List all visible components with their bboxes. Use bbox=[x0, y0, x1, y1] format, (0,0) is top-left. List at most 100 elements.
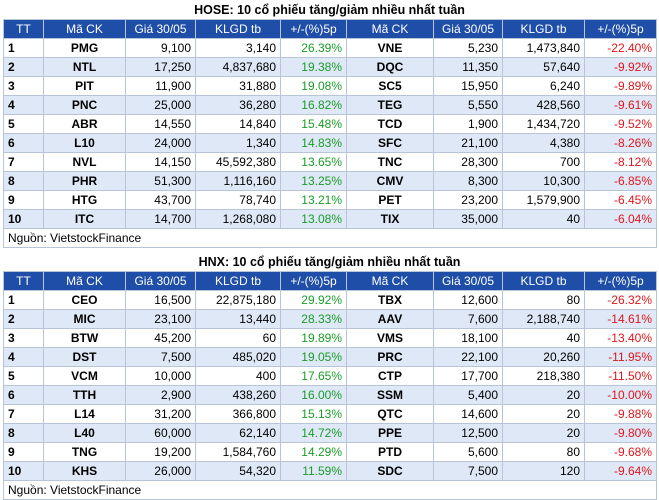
gainer-volume-cell: 3,140 bbox=[195, 38, 281, 58]
table-row: 2 NTL 17,250 4,837,680 19.38% DQC 11,350 57,640… bbox=[3, 57, 657, 77]
rank-cell: 1 bbox=[3, 38, 44, 58]
gainer-code-cell: NTL bbox=[43, 57, 126, 77]
gainer-price-cell: 31,200 bbox=[125, 404, 196, 424]
rank-cell: 7 bbox=[3, 152, 44, 172]
gainer-change-cell: 28.33% bbox=[280, 309, 347, 329]
loser-volume-cell: 80 bbox=[502, 442, 585, 462]
loser-price-cell: 28,300 bbox=[433, 152, 503, 172]
loser-price-cell: 23,200 bbox=[433, 190, 503, 210]
gainer-price-cell: 23,100 bbox=[125, 309, 196, 329]
gainer-code-cell: TNG bbox=[43, 442, 126, 462]
column-header: TT bbox=[3, 19, 44, 39]
column-header: Mã CK bbox=[43, 19, 126, 39]
hose-table-body: 1 PMG 9,100 3,140 26.39% VNE 5,230 1,473,840 -22… bbox=[3, 38, 657, 248]
loser-volume-cell: 20,260 bbox=[502, 347, 585, 367]
source-note: Nguồn: VietstockFinance bbox=[3, 480, 657, 500]
loser-change-cell: -6.85% bbox=[584, 171, 657, 191]
column-header: Giá 30/05 bbox=[125, 271, 196, 291]
loser-change-cell: -8.26% bbox=[584, 133, 657, 153]
loser-code-cell: CMV bbox=[346, 171, 434, 191]
column-header: Giá 30/05 bbox=[433, 271, 503, 291]
hose-title: HOSE: 10 cổ phiếu tăng/giảm nhiều nhất t… bbox=[194, 3, 465, 17]
header-row: TT Mã CK Giá 30/05 KLGD tb +/-(%)5p Mã CK Giá … bbox=[3, 271, 657, 291]
gainer-change-cell: 19.08% bbox=[280, 76, 347, 96]
table-row: 7 NVL 14,150 45,592,380 13.65% TNC 28,300 700 -8… bbox=[3, 152, 657, 172]
gainer-code-cell: KHS bbox=[43, 461, 126, 481]
loser-price-cell: 7,600 bbox=[433, 309, 503, 329]
gainer-code-cell: L10 bbox=[43, 133, 126, 153]
table-row: 3 BTW 45,200 60 19.89% VMS 18,100 40 -13.40% bbox=[3, 328, 657, 348]
gainer-code-cell: CEO bbox=[43, 290, 126, 310]
table-row: 10 KHS 26,000 54,320 11.59% SDC 7,500 120 -9.64% bbox=[3, 461, 657, 481]
gainer-code-cell: L14 bbox=[43, 404, 126, 424]
gainer-change-cell: 13.21% bbox=[280, 190, 347, 210]
gainer-price-cell: 14,550 bbox=[125, 114, 196, 134]
gainer-change-cell: 16.00% bbox=[280, 385, 347, 405]
rank-cell: 3 bbox=[3, 76, 44, 96]
loser-volume-cell: 120 bbox=[502, 461, 585, 481]
loser-price-cell: 12,500 bbox=[433, 423, 503, 443]
gainer-volume-cell: 31,880 bbox=[195, 76, 281, 96]
column-header: +/-(%)5p bbox=[280, 271, 347, 291]
loser-change-cell: -13.40% bbox=[584, 328, 657, 348]
header-row: TT Mã CK Giá 30/05 KLGD tb +/-(%)5p Mã CK Giá … bbox=[3, 19, 657, 39]
loser-code-cell: DQC bbox=[346, 57, 434, 77]
gainer-code-cell: TTH bbox=[43, 385, 126, 405]
table-row: 8 PHR 51,300 1,116,160 13.25% CMV 8,300 10,300-… bbox=[3, 171, 657, 191]
column-header: +/-(%)5p bbox=[584, 19, 657, 39]
gainer-volume-cell: 60 bbox=[195, 328, 281, 348]
loser-volume-cell: 20 bbox=[502, 423, 585, 443]
loser-price-cell: 18,100 bbox=[433, 328, 503, 348]
gainer-volume-cell: 1,268,080 bbox=[195, 209, 281, 229]
loser-change-cell: -9.61% bbox=[584, 95, 657, 115]
gainer-volume-cell: 485,020 bbox=[195, 347, 281, 367]
gainer-volume-cell: 45,592,380 bbox=[195, 152, 281, 172]
loser-price-cell: 17,700 bbox=[433, 366, 503, 386]
gainer-change-cell: 14.72% bbox=[280, 423, 347, 443]
loser-change-cell: -11.50% bbox=[584, 366, 657, 386]
loser-price-cell: 11,350 bbox=[433, 57, 503, 77]
rank-cell: 2 bbox=[3, 57, 44, 77]
gainer-price-cell: 16,500 bbox=[125, 290, 196, 310]
loser-volume-cell: 218,380 bbox=[502, 366, 585, 386]
table-row: 4 PNC 25,000 36,280 16.82% TEG 5,550 428,560 -9.… bbox=[3, 95, 657, 115]
gainer-change-cell: 29.92% bbox=[280, 290, 347, 310]
rank-cell: 9 bbox=[3, 190, 44, 210]
gainer-price-cell: 60,000 bbox=[125, 423, 196, 443]
gainer-code-cell: BTW bbox=[43, 328, 126, 348]
gainer-change-cell: 19.89% bbox=[280, 328, 347, 348]
loser-volume-cell: 2,188,740 bbox=[502, 309, 585, 329]
loser-price-cell: 5,600 bbox=[433, 442, 503, 462]
loser-change-cell: -22.40% bbox=[584, 38, 657, 58]
gainer-code-cell: VCM bbox=[43, 366, 126, 386]
loser-change-cell: -14.61% bbox=[584, 309, 657, 329]
loser-volume-cell: 700 bbox=[502, 152, 585, 172]
gainer-code-cell: HTG bbox=[43, 190, 126, 210]
gainer-price-cell: 11,900 bbox=[125, 76, 196, 96]
gainer-price-cell: 45,200 bbox=[125, 328, 196, 348]
column-header: Mã CK bbox=[346, 19, 434, 39]
loser-change-cell: -6.45% bbox=[584, 190, 657, 210]
rank-cell: 3 bbox=[3, 328, 44, 348]
loser-volume-cell: 1,579,900 bbox=[502, 190, 585, 210]
loser-volume-cell: 40 bbox=[502, 328, 585, 348]
gainer-price-cell: 25,000 bbox=[125, 95, 196, 115]
loser-change-cell: -9.68% bbox=[584, 442, 657, 462]
rank-cell: 6 bbox=[3, 385, 44, 405]
rank-cell: 8 bbox=[3, 423, 44, 443]
gainer-change-cell: 19.38% bbox=[280, 57, 347, 77]
loser-price-cell: 5,400 bbox=[433, 385, 503, 405]
loser-price-cell: 8,300 bbox=[433, 171, 503, 191]
loser-code-cell: SDC bbox=[346, 461, 434, 481]
rank-cell: 9 bbox=[3, 442, 44, 462]
table-row: 10 ITC 14,700 1,268,080 13.08% TIX 35,000 40 -6.… bbox=[3, 209, 657, 229]
gainer-change-cell: 15.48% bbox=[280, 114, 347, 134]
gainer-code-cell: PIT bbox=[43, 76, 126, 96]
gainer-code-cell: DST bbox=[43, 347, 126, 367]
column-header: Mã CK bbox=[43, 271, 126, 291]
table-row: 9 TNG 19,200 1,584,760 14.29% PTD 5,600 80 -9.68… bbox=[3, 442, 657, 462]
hose-table-header: TT Mã CK Giá 30/05 KLGD tb +/-(%)5p Mã CK Giá … bbox=[3, 19, 657, 39]
gainer-volume-cell: 4,837,680 bbox=[195, 57, 281, 77]
column-header: KLGD tb bbox=[502, 19, 585, 39]
table-row: 8 L40 60,000 62,140 14.72% PPE 12,500 20 -9.80% bbox=[3, 423, 657, 443]
